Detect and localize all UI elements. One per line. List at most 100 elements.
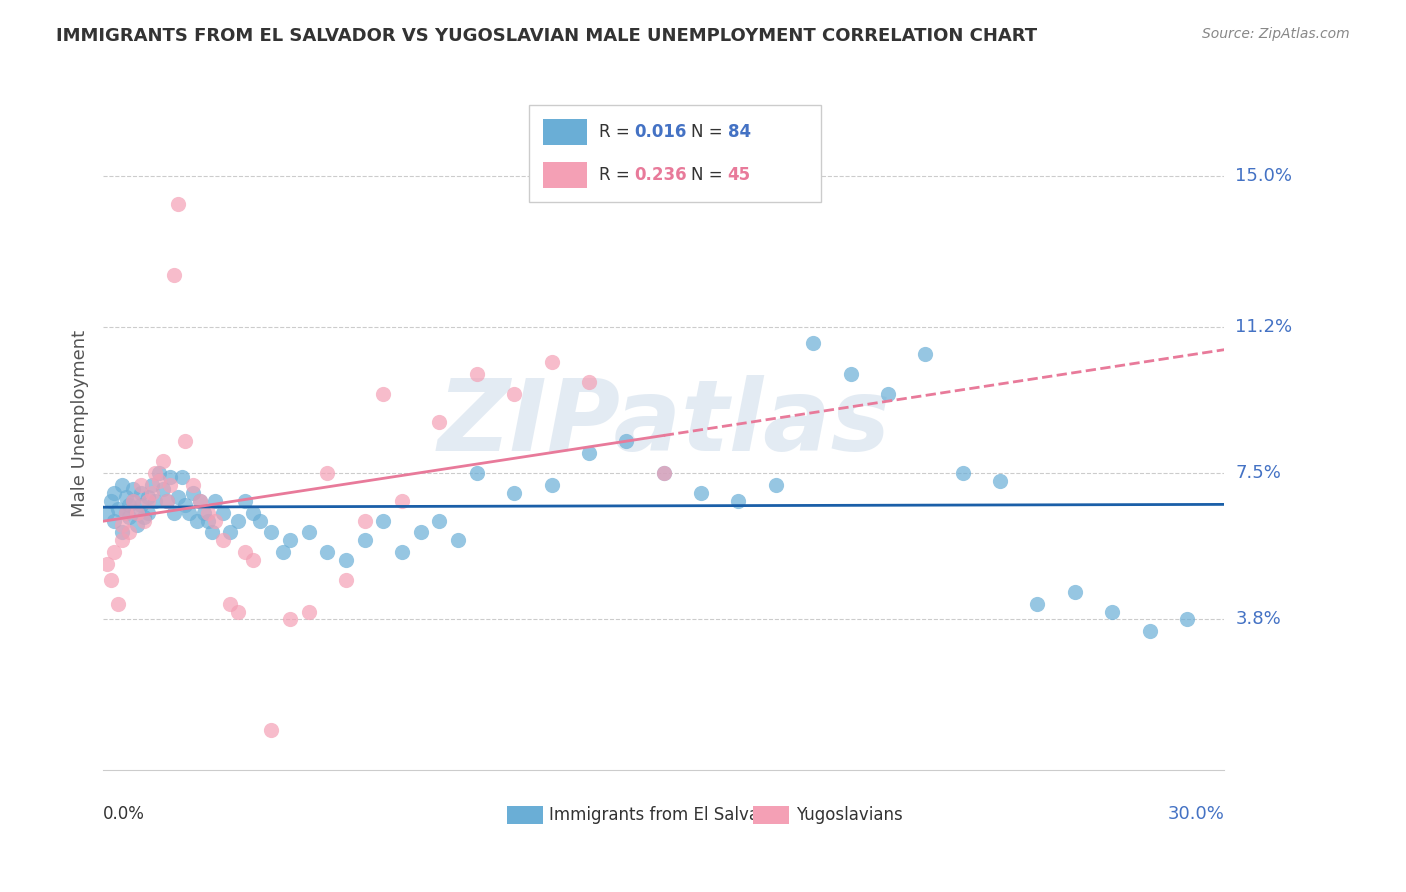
Point bbox=[1026, 597, 1049, 611]
Point bbox=[614, 434, 637, 449]
Point bbox=[298, 525, 321, 540]
Point bbox=[219, 597, 242, 611]
Point bbox=[409, 525, 432, 540]
Point bbox=[186, 514, 208, 528]
Point bbox=[391, 545, 413, 559]
Point bbox=[242, 553, 264, 567]
Text: 7.5%: 7.5% bbox=[1236, 464, 1281, 482]
Text: 0.016: 0.016 bbox=[634, 123, 688, 141]
Point bbox=[211, 506, 233, 520]
Point bbox=[988, 474, 1011, 488]
Bar bbox=[543, 120, 588, 145]
Point bbox=[373, 387, 395, 401]
Point bbox=[125, 506, 148, 520]
Point bbox=[298, 605, 321, 619]
Point bbox=[204, 514, 226, 528]
Point bbox=[118, 525, 141, 540]
Point bbox=[156, 493, 179, 508]
Point bbox=[129, 478, 152, 492]
Point bbox=[271, 545, 294, 559]
Point bbox=[134, 514, 156, 528]
Point bbox=[103, 486, 125, 500]
Point bbox=[690, 486, 713, 500]
Point bbox=[103, 545, 125, 559]
Point bbox=[148, 466, 170, 480]
Text: 0.0%: 0.0% bbox=[103, 805, 145, 822]
Text: N =: N = bbox=[690, 123, 727, 141]
Text: 84: 84 bbox=[728, 123, 751, 141]
Point bbox=[260, 723, 283, 738]
Point bbox=[174, 498, 197, 512]
Y-axis label: Male Unemployment: Male Unemployment bbox=[72, 330, 89, 517]
Bar bbox=[543, 161, 588, 188]
Point bbox=[170, 470, 193, 484]
Point bbox=[540, 355, 562, 369]
Point bbox=[465, 367, 488, 381]
Point bbox=[125, 506, 148, 520]
Point bbox=[177, 506, 200, 520]
Point bbox=[219, 525, 242, 540]
Point bbox=[652, 466, 675, 480]
Point bbox=[914, 347, 936, 361]
Point bbox=[145, 466, 167, 480]
Text: R =: R = bbox=[599, 123, 634, 141]
Point bbox=[465, 466, 488, 480]
Text: 45: 45 bbox=[728, 166, 751, 184]
Point bbox=[129, 498, 152, 512]
Point bbox=[373, 514, 395, 528]
Point bbox=[136, 493, 159, 508]
Point bbox=[122, 482, 145, 496]
Point bbox=[156, 493, 179, 508]
Point bbox=[249, 514, 271, 528]
Point bbox=[111, 478, 134, 492]
Point bbox=[129, 486, 152, 500]
Text: Yugoslavians: Yugoslavians bbox=[796, 805, 903, 824]
Point bbox=[122, 493, 145, 508]
Point bbox=[260, 525, 283, 540]
Point bbox=[100, 493, 122, 508]
Point bbox=[233, 493, 256, 508]
Point bbox=[578, 446, 600, 460]
Point bbox=[429, 415, 451, 429]
Point bbox=[278, 612, 301, 626]
Point bbox=[181, 478, 204, 492]
Bar bbox=[754, 805, 789, 824]
Point bbox=[136, 490, 159, 504]
Point bbox=[141, 478, 163, 492]
Text: R =: R = bbox=[599, 166, 634, 184]
Point bbox=[100, 573, 122, 587]
Point bbox=[1175, 612, 1198, 626]
Point bbox=[141, 486, 163, 500]
Point bbox=[233, 545, 256, 559]
Point bbox=[118, 509, 141, 524]
Point bbox=[652, 466, 675, 480]
Point bbox=[727, 493, 749, 508]
Point bbox=[188, 493, 211, 508]
Point bbox=[226, 514, 249, 528]
Point bbox=[163, 268, 186, 283]
Point bbox=[877, 387, 900, 401]
Text: 11.2%: 11.2% bbox=[1236, 318, 1292, 335]
Point bbox=[1063, 584, 1085, 599]
Point bbox=[429, 514, 451, 528]
Point bbox=[152, 482, 174, 496]
Point bbox=[197, 514, 219, 528]
Point bbox=[503, 486, 526, 500]
Point bbox=[801, 335, 824, 350]
Point bbox=[96, 557, 118, 571]
Point bbox=[839, 367, 862, 381]
Point bbox=[335, 553, 357, 567]
Text: N =: N = bbox=[690, 166, 727, 184]
Point bbox=[114, 506, 136, 520]
Bar bbox=[506, 805, 543, 824]
Text: Source: ZipAtlas.com: Source: ZipAtlas.com bbox=[1202, 27, 1350, 41]
Text: 3.8%: 3.8% bbox=[1236, 610, 1281, 629]
Point bbox=[152, 454, 174, 468]
Point bbox=[278, 533, 301, 548]
Point bbox=[211, 533, 233, 548]
Point bbox=[1139, 624, 1161, 639]
Point bbox=[167, 490, 190, 504]
Point bbox=[134, 509, 156, 524]
Point bbox=[540, 478, 562, 492]
Point bbox=[111, 533, 134, 548]
